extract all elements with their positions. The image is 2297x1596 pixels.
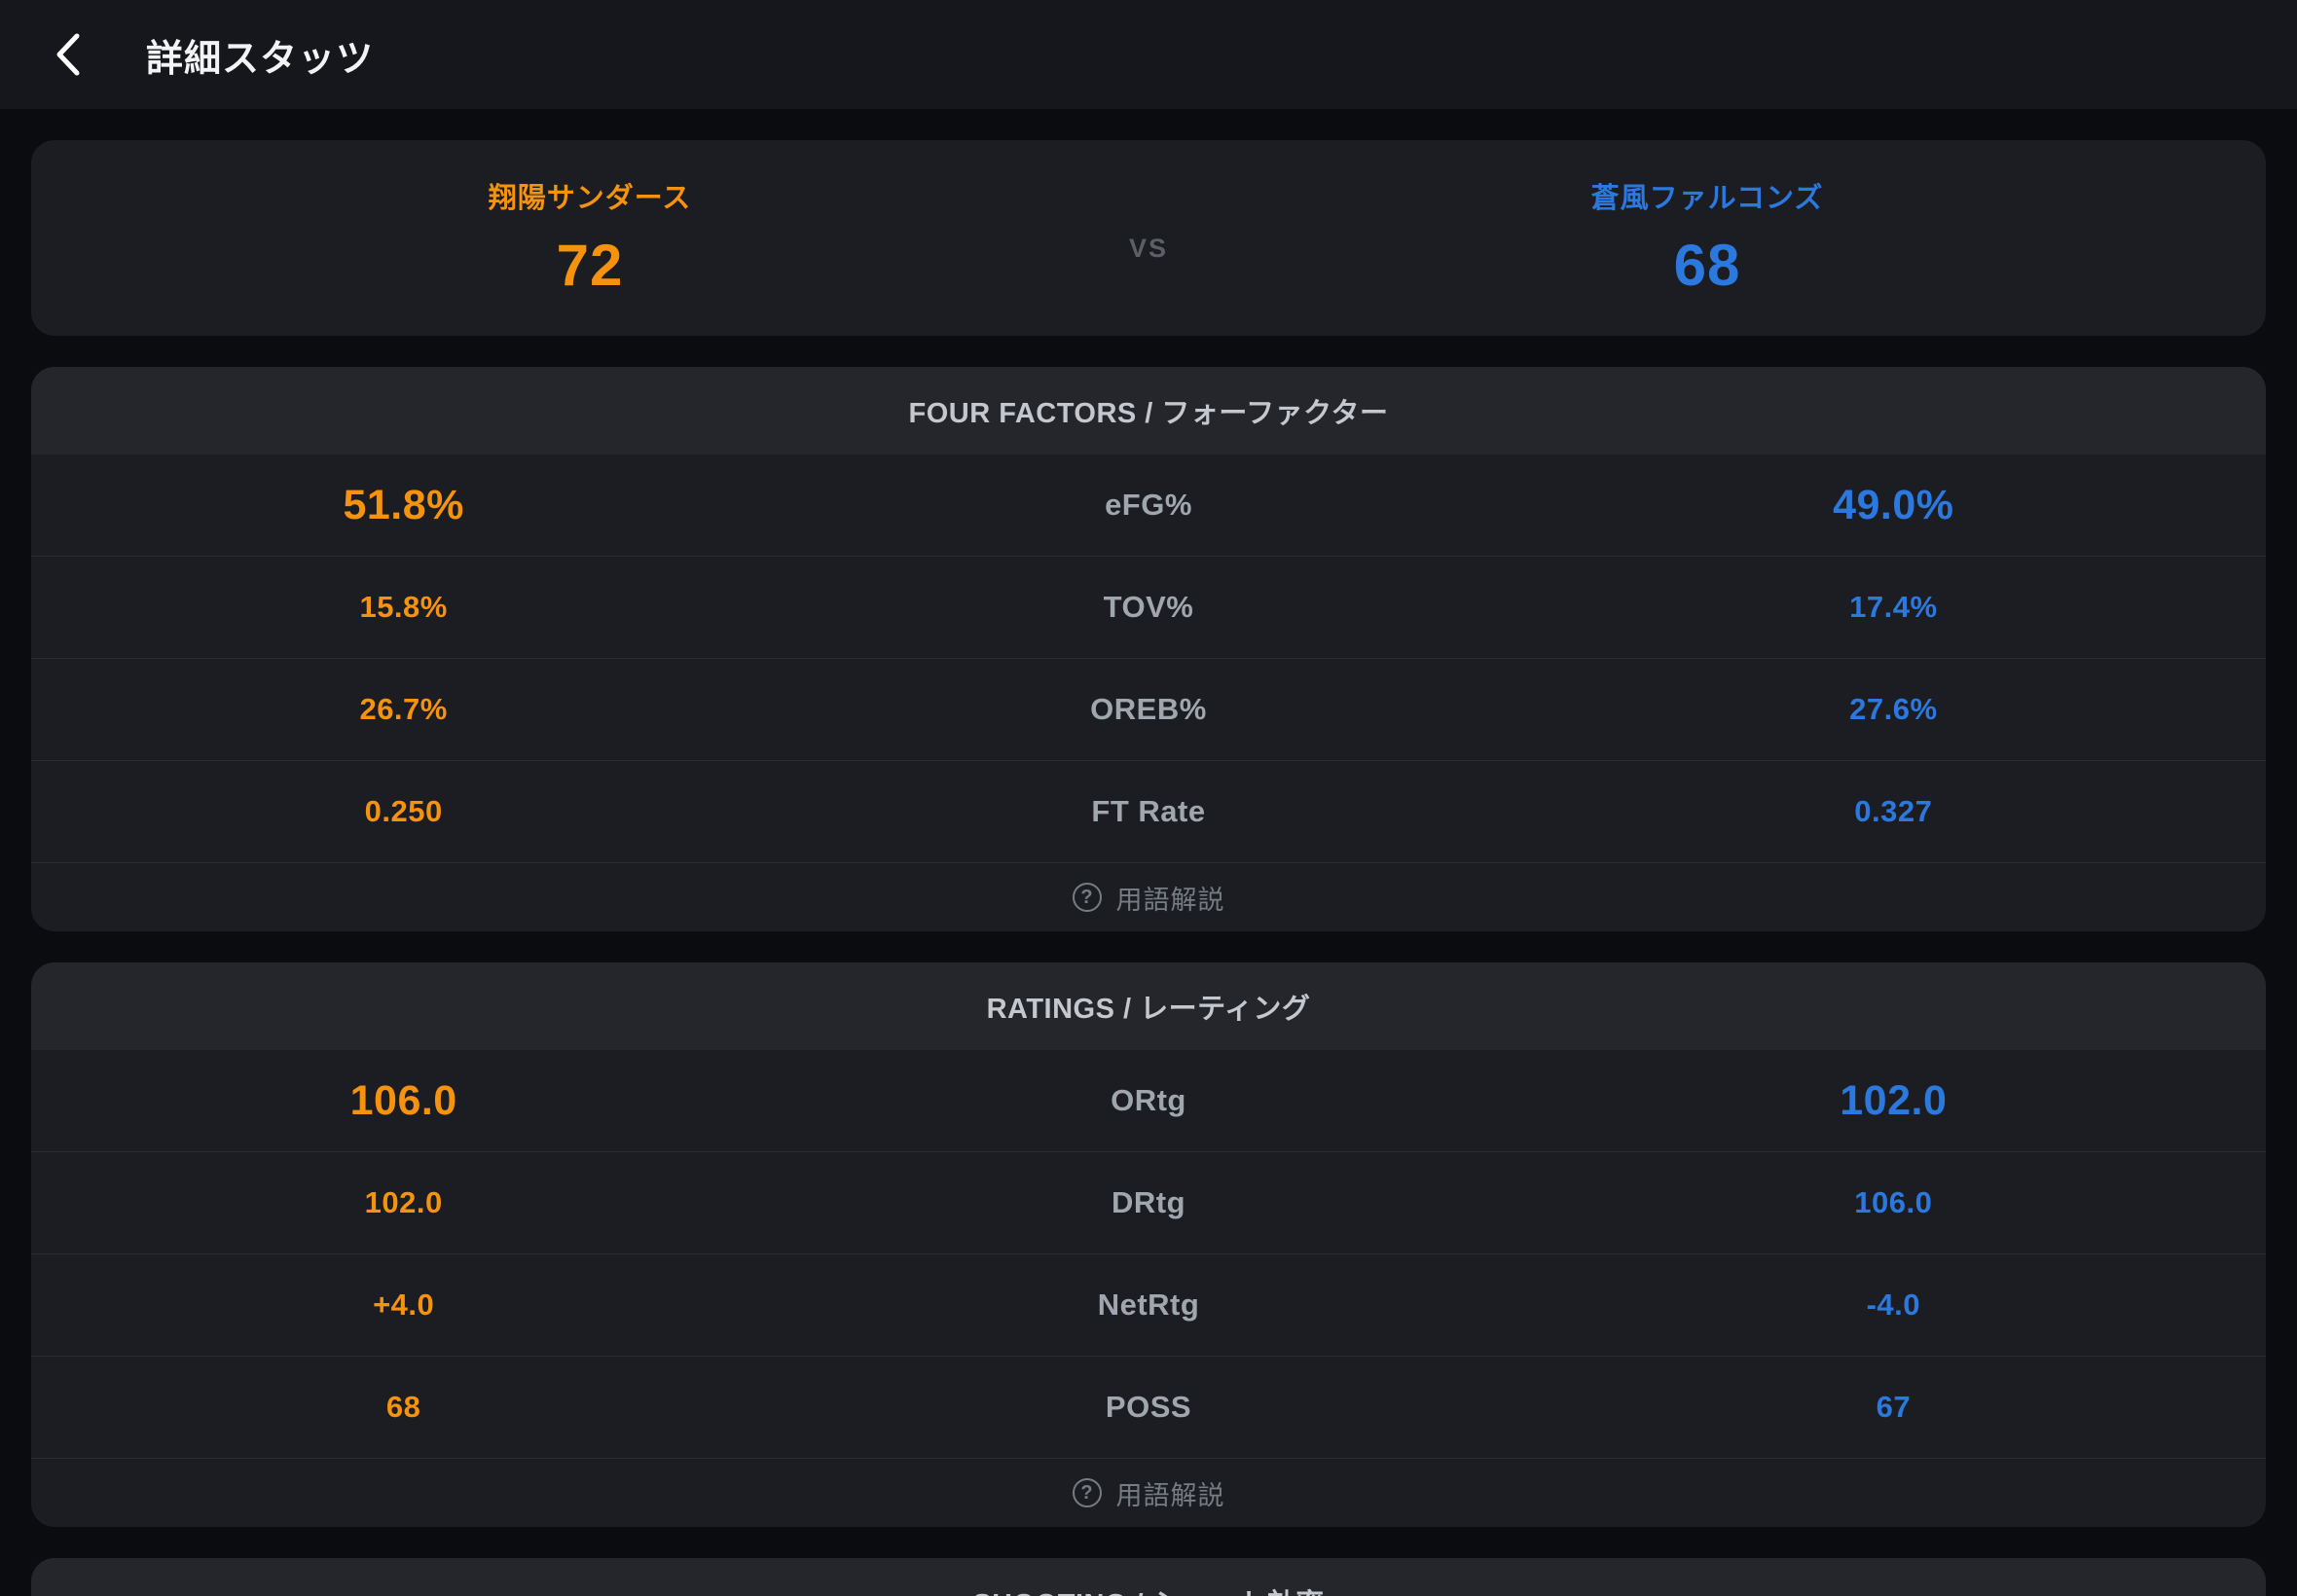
away-value: 49.0% [1833, 481, 1954, 528]
away-value: 106.0 [1854, 1185, 1933, 1219]
away-team-score: 68 [1673, 233, 1741, 298]
stat-row-oreb: 26.7% OREB% 27.6% [31, 659, 2266, 761]
glossary-label: 用語解説 [1115, 1480, 1225, 1510]
stat-label: TOV% [1103, 590, 1194, 624]
back-button[interactable] [47, 25, 90, 84]
home-value: 26.7% [359, 692, 448, 726]
stat-label: eFG% [1105, 488, 1192, 522]
away-value: -4.0 [1866, 1288, 1921, 1322]
scoreboard-card: 翔陽サンダース 72 蒼風ファルコンズ 68 VS [31, 140, 2266, 336]
shooting-card-partial: SHOOTING / シュート効率 [31, 1558, 2266, 1596]
home-value: 68 [385, 1390, 421, 1424]
stat-label: POSS [1105, 1390, 1192, 1424]
stat-row-ftrate: 0.250 FT Rate 0.327 [31, 761, 2266, 863]
section-title-ratings: RATINGS / レーティング [31, 962, 2266, 1050]
stat-row-netrtg: +4.0 NetRtg -4.0 [31, 1254, 2266, 1357]
away-team-name: 蒼風ファルコンズ [1590, 183, 1824, 214]
home-value: 102.0 [364, 1185, 443, 1219]
away-team-block: 蒼風ファルコンズ 68 [1148, 140, 2266, 336]
stat-row-efg: 51.8% eFG% 49.0% [31, 454, 2266, 557]
stat-row-ortg: 106.0 ORtg 102.0 [31, 1050, 2266, 1152]
home-team-score: 72 [556, 233, 624, 298]
four-factors-card: FOUR FACTORS / フォーファクター 51.8% eFG% 49.0%… [31, 367, 2266, 931]
ratings-card: RATINGS / レーティング 106.0 ORtg 102.0 102.0 … [31, 962, 2266, 1527]
stat-row-poss: 68 POSS 67 [31, 1357, 2266, 1459]
glossary-label: 用語解説 [1115, 885, 1225, 915]
away-value: 17.4% [1849, 590, 1938, 624]
away-value: 27.6% [1849, 692, 1938, 726]
home-value: 106.0 [349, 1076, 457, 1124]
home-team-name: 翔陽サンダース [488, 183, 692, 214]
stat-label: ORtg [1111, 1083, 1186, 1117]
top-navigation-bar: 詳細スタッツ [0, 0, 2297, 109]
home-value: +4.0 [373, 1288, 435, 1322]
away-value: 67 [1876, 1390, 1912, 1424]
stat-row-drtg: 102.0 DRtg 106.0 [31, 1152, 2266, 1254]
home-value: 51.8% [343, 481, 464, 528]
stat-label: OREB% [1090, 692, 1207, 726]
question-circle-icon: ? [1072, 883, 1102, 912]
stat-label: FT Rate [1091, 794, 1206, 828]
home-value: 15.8% [359, 590, 448, 624]
home-value: 0.250 [364, 794, 443, 828]
page-title: 詳細スタッツ [146, 38, 375, 80]
glossary-button[interactable]: ? 用語解説 [31, 1459, 2266, 1527]
home-team-block: 翔陽サンダース 72 [31, 140, 1148, 336]
stat-label: DRtg [1111, 1185, 1186, 1219]
chevron-left-icon [55, 32, 81, 77]
section-title-four-factors: FOUR FACTORS / フォーファクター [31, 367, 2266, 454]
stat-row-tov: 15.8% TOV% 17.4% [31, 557, 2266, 659]
vs-label: VS [1128, 234, 1169, 263]
stat-label: NetRtg [1097, 1288, 1200, 1322]
away-value: 0.327 [1854, 794, 1933, 828]
question-circle-icon: ? [1072, 1478, 1102, 1507]
section-title-shooting: SHOOTING / シュート効率 [31, 1558, 2266, 1596]
away-value: 102.0 [1840, 1076, 1948, 1124]
glossary-button[interactable]: ? 用語解説 [31, 863, 2266, 931]
